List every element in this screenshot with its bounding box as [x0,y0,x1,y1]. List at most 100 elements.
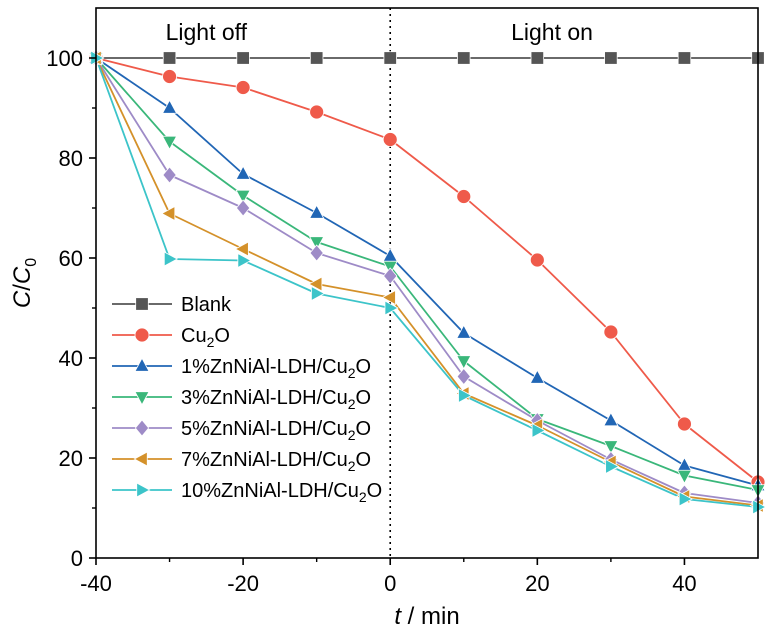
data-point [162,69,177,84]
y-tick-label: 40 [59,346,83,371]
data-point [530,51,545,65]
legend-label: 10%ZnNiAl-LDH/Cu2O [181,480,382,505]
data-point [236,51,250,65]
legend-label: 1%ZnNiAl-LDH/Cu2O [181,356,371,381]
data-point [163,251,179,267]
region-label: Light on [511,19,593,45]
data-point [458,387,473,404]
data-point [384,300,399,316]
data-point [135,297,149,311]
y-axis-c: C [9,290,36,308]
data-point [456,324,472,339]
data-point [381,289,396,306]
data-point [308,236,325,251]
region-label: Light off [166,19,248,45]
data-point [309,51,324,65]
data-point [603,440,619,455]
data-point [603,411,619,427]
data-point [308,276,323,292]
data-point [382,247,398,262]
data-point [235,199,251,217]
data-point [134,327,150,343]
tick-labels: -40 -20 0 20 40 0 20 40 60 80 100 [46,46,696,596]
series-line [95,57,759,504]
data-point [309,104,325,120]
data-point [677,51,692,65]
data-point [235,165,251,180]
legend-item: Cu2O [112,325,230,350]
legend-item: 5%ZnNiAl-LDH/Cu2O [112,418,371,443]
axis-ticks [89,57,686,565]
series-line [95,57,759,491]
data-point [752,499,767,515]
data-point [456,355,472,370]
data-point [457,51,471,65]
series-line [95,57,759,507]
data-point [311,285,326,302]
data-point [161,99,178,114]
x-tick-label: -20 [227,571,259,596]
y-axis-slash: / [9,284,36,291]
y-axis-c0: C [9,266,36,284]
y-tick-label: 100 [46,46,83,71]
data-point [456,189,472,204]
x-tick-label: 0 [384,571,396,596]
data-point [529,252,545,268]
legend-label: 5%ZnNiAl-LDH/Cu2O [181,418,371,443]
x-tick-label: 20 [525,571,549,596]
data-point [456,367,471,386]
data-point [234,241,249,257]
legend-label: 3%ZnNiAl-LDH/Cu2O [181,387,371,412]
x-tick-label: 40 [672,571,696,596]
y-axis-sub: 0 [23,258,40,267]
data-point [162,166,177,184]
data-point [605,458,620,475]
region-labels: Light off Light on [166,19,593,45]
x-tick-label: -40 [80,571,112,596]
series-line [95,57,759,487]
plot-lines [95,57,759,508]
legend-item: 7%ZnNiAl-LDH/Cu2O [112,449,371,474]
y-tick-label: 20 [59,446,83,471]
data-point [382,132,398,147]
data-point [677,416,692,432]
data-point [529,369,546,384]
y-tick-label: 0 [71,546,83,571]
legend-label: Blank [181,294,232,316]
data-point [134,419,150,437]
plot-markers [87,49,767,515]
data-point [237,252,252,269]
data-point [676,456,693,472]
data-point [133,451,148,467]
legend-item: 10%ZnNiAl-LDH/Cu2O [112,480,382,505]
series-line [95,57,759,483]
data-point [678,491,693,507]
data-point [676,469,693,485]
data-point [235,80,251,95]
series-line [95,57,759,508]
series-markers [89,51,765,65]
plot-frame [95,7,759,559]
legend: Blank Cu2O 1%ZnNiAl-LDH/Cu2O 3%ZnNiAl-LDH/C… [112,294,382,505]
legend-item: 3%ZnNiAl-LDH/Cu2O [112,387,371,412]
data-point [136,482,151,498]
legend-label: Cu2O [181,325,230,350]
data-point [383,51,397,65]
legend-item: Blank [112,294,232,316]
data-point [531,422,546,439]
data-point [383,267,398,285]
data-point [134,357,150,372]
x-axis-title: t / min [394,603,459,630]
data-point [162,51,177,65]
series-markers [88,49,766,512]
x-axis-unit: / min [401,603,460,630]
data-point [134,391,150,406]
data-point [604,51,618,65]
y-tick-label: 60 [59,246,83,271]
series-markers [87,50,764,514]
y-tick-label: 80 [59,146,83,171]
x-axis-variable: t [394,603,402,630]
legend-label: 7%ZnNiAl-LDH/Cu2O [181,449,371,474]
legend-item: 1%ZnNiAl-LDH/Cu2O [112,356,371,381]
